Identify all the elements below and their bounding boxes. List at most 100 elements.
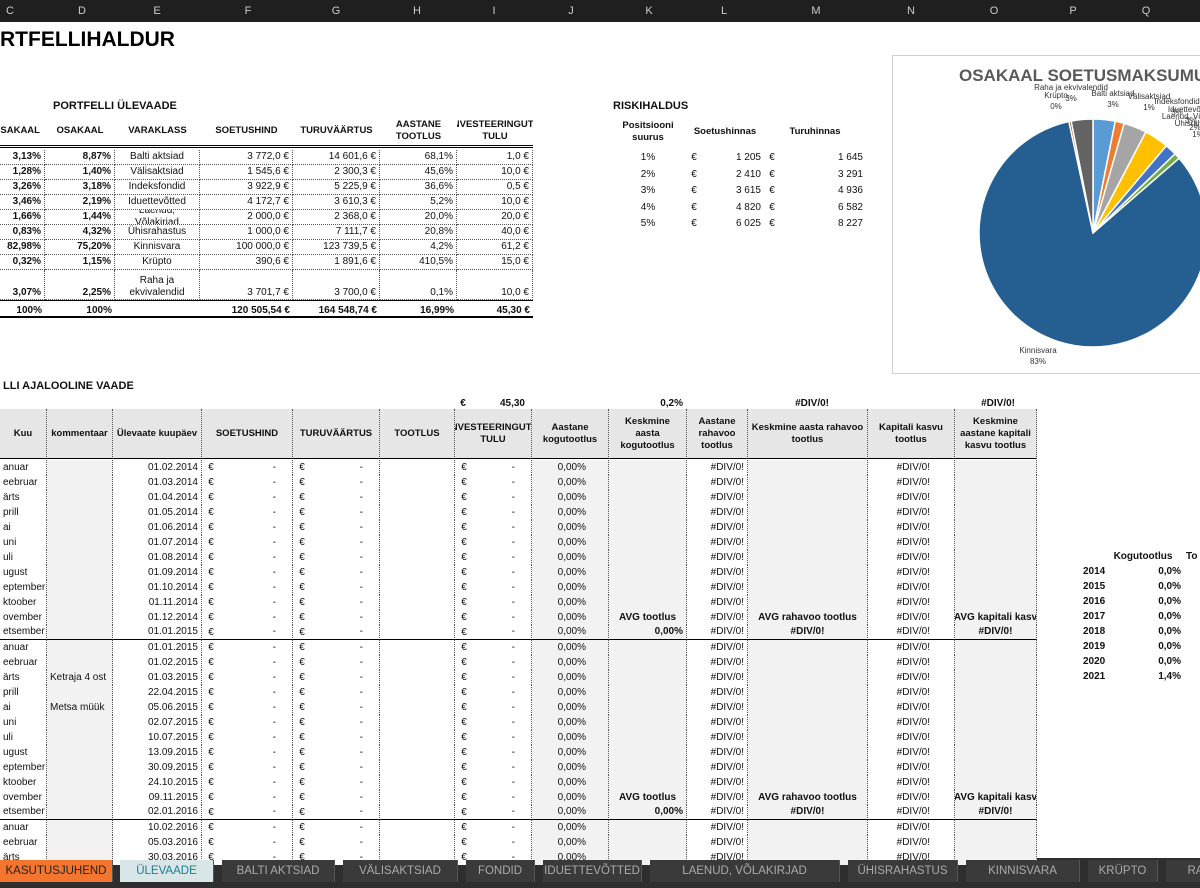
table-cell: 123 739,5 € [293,240,380,255]
sheet-tab[interactable]: KRÜPTO [1088,860,1158,882]
table-cell [955,475,1037,490]
table-header: VARAKLASS [115,116,200,148]
table-cell [609,460,687,475]
currency: € [461,821,467,833]
table-cell: - [455,835,532,850]
table-cell: 30.09.2015 [113,760,202,775]
table-cell [380,835,455,850]
table-cell: - [202,715,293,730]
table-cell: #DIV/0! [687,640,748,655]
table-cell: 01.04.2014 [113,490,202,505]
table-cell: 1 545,6 € [200,165,293,180]
table-cell: 3,26% [0,180,45,195]
table-cell: Ühisrahastus [115,225,200,240]
table-cell [609,535,687,550]
table-cell: - [202,505,293,520]
table-cell: 05.06.2015 [113,700,202,715]
sheet-tab[interactable]: FONDID [466,860,535,882]
table-cell [609,475,687,490]
table-cell: 0,00% [532,460,609,475]
table-cell: 2,25% [45,270,115,300]
table-cell: 0,00% [532,610,609,625]
table-cell: 1,44% [45,210,115,225]
column-letter: K [645,5,653,17]
currency: € [461,521,467,533]
sheet-tab[interactable]: RA [1166,860,1200,882]
table-cell: 0,00% [532,835,609,850]
currency: € [299,806,305,818]
table-cell: ugust [0,565,47,580]
currency: € [208,521,214,533]
table-cell: 4,32% [45,225,115,240]
table-cell: #DIV/0! [868,685,955,700]
table-cell [955,535,1037,550]
table-cell [955,730,1037,745]
table-cell: - [293,595,380,610]
sheet-tab[interactable]: BALTI AKTSIAD [222,860,335,882]
currency: € [461,791,467,803]
table-cell: 61,2 € [457,240,533,255]
sheet-tab[interactable]: ÜLEVAADE [120,860,214,882]
table-cell: - [293,640,380,655]
currency: € [299,521,305,533]
sheet-tab[interactable]: KINNISVARA [966,860,1080,882]
slice-label: Laenud, Võlakirjad [1162,112,1200,121]
table-cell [748,640,868,655]
table-cell: 01.07.2014 [113,535,202,550]
table-cell: 0,00% [532,550,609,565]
currency: € [299,581,305,593]
table-cell: eebruar [0,835,47,850]
total-border [0,300,533,318]
table-header: Ülevaate kuupäev [113,409,202,459]
sheet-tab[interactable]: IDUETTEVÕTTED [543,860,642,882]
currency: € [461,671,467,683]
table-cell: #DIV/0! [868,640,955,655]
table-cell [47,475,113,490]
table-cell: 4 172,7 € [200,195,293,210]
sheet-tab[interactable]: LAENUD, VÕLAKIRJAD [650,860,840,882]
table-cell: - [455,805,532,820]
table-cell: - [202,700,293,715]
table-cell [609,760,687,775]
currency: € [461,566,467,578]
table-cell: #DIV/0! [868,520,955,535]
sheet-tab[interactable]: KASUTUSJUHEND [0,860,113,882]
currency: € [461,656,467,668]
risk-cell: 3 615 [735,185,761,196]
sheet-tab[interactable]: VÄLISAKTSIAD [343,860,458,882]
table-cell: - [455,565,532,580]
currency: € [461,626,467,638]
table-cell: ai [0,520,47,535]
currency: € [461,491,467,503]
table-cell: - [293,670,380,685]
table-cell: anuar [0,820,47,835]
table-cell [609,820,687,835]
sheet-tab[interactable]: ÜHISRAHASTUS [848,860,958,882]
currency: € [299,656,305,668]
table-cell [609,655,687,670]
table-cell: - [293,475,380,490]
table-cell: #DIV/0! [868,550,955,565]
currency: € [208,701,214,713]
table-cell: 01.02.2015 [113,655,202,670]
currency: € [208,506,214,518]
currency: € [299,821,305,833]
table-cell: 3 772,0 € [200,150,293,165]
table-cell [380,760,455,775]
table-header: Kogutootlus [1113,551,1173,562]
table-cell: eebruar [0,475,47,490]
total-cell: 100% [16,304,42,316]
table-cell [609,730,687,745]
table-cell: - [202,550,293,565]
table-cell [47,685,113,700]
table-cell [609,700,687,715]
table-cell [380,505,455,520]
total-cell: 120 505,54 € [231,304,290,316]
column-letter: L [720,5,728,17]
currency: € [208,716,214,728]
table-cell: Välisaktsiad [115,165,200,180]
table-cell [380,625,455,640]
table-cell: AVG tootlus [609,790,687,805]
table-cell: 0,00% [532,565,609,580]
year-value: 1,4% [1158,671,1181,682]
